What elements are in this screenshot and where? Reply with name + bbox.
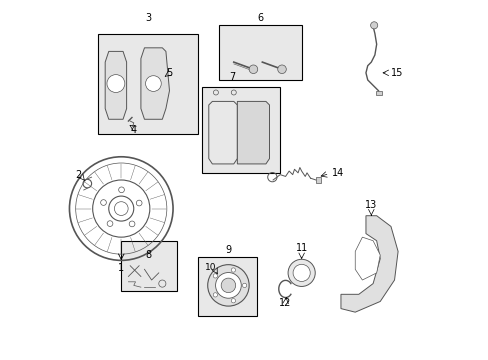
Text: 13: 13: [365, 201, 377, 210]
Text: 15: 15: [390, 68, 403, 78]
Bar: [375, 91, 381, 95]
Text: 4: 4: [130, 125, 137, 135]
Text: 1: 1: [118, 262, 124, 273]
Text: 5: 5: [166, 68, 172, 78]
Text: 2: 2: [75, 170, 81, 180]
Circle shape: [129, 221, 135, 227]
Text: 6: 6: [257, 13, 263, 23]
Text: 10: 10: [204, 263, 216, 272]
Polygon shape: [340, 216, 397, 312]
Circle shape: [145, 76, 161, 91]
Text: 7: 7: [228, 72, 235, 82]
Bar: [98, 33, 198, 134]
Polygon shape: [105, 51, 126, 119]
Circle shape: [242, 283, 246, 288]
Circle shape: [107, 221, 113, 226]
Bar: [219, 24, 301, 80]
Circle shape: [136, 200, 142, 206]
Circle shape: [231, 268, 235, 272]
Circle shape: [108, 196, 134, 221]
Circle shape: [207, 265, 248, 306]
Circle shape: [231, 298, 235, 303]
Circle shape: [101, 200, 106, 206]
Circle shape: [292, 264, 309, 282]
Polygon shape: [354, 237, 380, 280]
Circle shape: [370, 22, 377, 29]
Circle shape: [277, 65, 285, 73]
Text: 8: 8: [144, 250, 151, 260]
Text: 11: 11: [295, 243, 307, 253]
Polygon shape: [208, 102, 237, 164]
Text: 12: 12: [279, 298, 291, 308]
Circle shape: [215, 273, 241, 298]
Circle shape: [213, 293, 217, 297]
Circle shape: [221, 278, 235, 293]
Text: 9: 9: [225, 245, 231, 255]
Polygon shape: [141, 48, 169, 119]
Circle shape: [119, 187, 124, 193]
Circle shape: [248, 65, 257, 73]
Text: 14: 14: [331, 168, 344, 178]
Text: 3: 3: [144, 13, 151, 23]
Circle shape: [213, 274, 217, 278]
Bar: [198, 257, 257, 316]
Bar: [201, 87, 280, 173]
Bar: [315, 177, 321, 183]
Polygon shape: [237, 102, 269, 164]
Circle shape: [287, 259, 315, 287]
Circle shape: [107, 75, 124, 93]
Bar: [121, 241, 176, 291]
